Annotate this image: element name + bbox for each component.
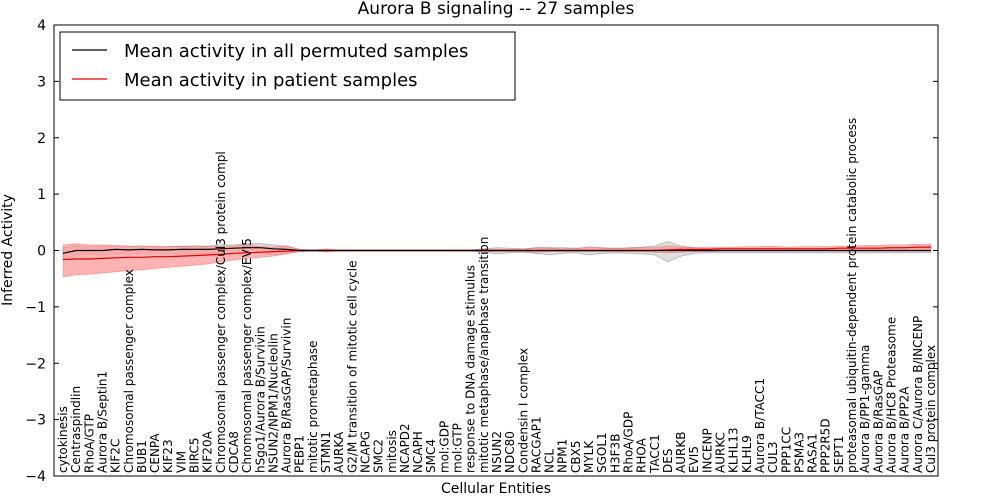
x-tick-label: Aurora B/TACC1: [753, 378, 767, 473]
chart-title: Aurora B signaling -- 27 samples: [358, 0, 635, 19]
x-tick-label: KLHL9: [740, 435, 754, 473]
x-tick-label: KIF2C: [109, 439, 123, 473]
x-tick-label: RACGAP1: [529, 416, 543, 473]
x-tick-label: CUL3: [766, 442, 780, 473]
line-series-0: [62, 247, 931, 254]
x-tick-label: NSUN2/NPM1/Nucleolin: [266, 333, 280, 473]
x-tick-label: TACC1: [648, 434, 662, 474]
x-tick-label: PSMA3: [792, 432, 806, 473]
x-tick-label: Aurora B/RasGAP/Survivin: [280, 318, 294, 473]
x-tick-label: VIM: [174, 451, 188, 473]
x-tick-label: AURKB: [674, 432, 688, 473]
y-axis-label: Inferred Activity: [0, 194, 16, 306]
x-tick-label: INCENP: [700, 428, 714, 473]
x-tick-label: NCAPD2: [398, 423, 412, 473]
x-tick-label: BUB1: [135, 440, 149, 473]
y-tick-label: −1: [25, 300, 46, 316]
x-tick-label: Cul3 protein complex: [924, 345, 938, 473]
x-tick-label: G2/M transition of mitotic cell cycle: [345, 260, 359, 473]
x-tick-label: PEBP1: [293, 435, 307, 473]
x-tick-label: Chromosomal passenger complex/EVI5: [240, 238, 254, 473]
x-tick-label: SMC2: [372, 439, 386, 473]
x-tick-label: PPP1CC: [779, 427, 793, 473]
legend-box: [59, 31, 516, 101]
x-tick-label: Condensin I complex: [516, 348, 530, 473]
y-tick-label: 0: [37, 244, 46, 260]
x-tick-label: Aurora C/Aurora B/INCENP: [911, 316, 925, 473]
x-tick-label: Aurora B/HC8 Proteasome: [885, 317, 899, 473]
x-tick-label: Aurora B/PP2A: [898, 386, 912, 473]
y-axis: −4 −3 −2 −1 0 1 2 3 4: [25, 18, 938, 485]
plot-frame: [53, 24, 939, 477]
x-tick-label: KLHL13: [727, 427, 741, 473]
legend-label-patient: Mean activity in patient samples: [124, 70, 418, 91]
x-tick-label: DES: [661, 449, 675, 473]
x-tick-label: KIF23: [161, 439, 175, 473]
y-tick-label: −4: [25, 469, 46, 485]
x-tick-label: SMC4: [424, 439, 438, 473]
x-tick-label: RhoA/GDP: [622, 412, 636, 473]
x-tick-label: mitotic metaphase/anaphase transition: [477, 237, 491, 473]
x-tick-label: hSgo1/Aurora B/Survivin: [253, 326, 267, 473]
x-axis-label: Cellular Entities: [441, 481, 551, 497]
x-tick-label: CBX5: [569, 441, 583, 473]
x-tick-label: KIF20A: [201, 430, 215, 473]
x-tick-label: BIRC5: [188, 437, 202, 473]
y-tick-label: 4: [37, 18, 46, 34]
x-tick-label: PPP2R5D: [819, 418, 833, 473]
x-tick-label: NCAPH: [411, 431, 425, 473]
y-tick-label: −3: [25, 413, 46, 429]
x-tick-label: Chromosomal passenger complex: [122, 269, 136, 473]
x-tick-label: NCAPG: [358, 431, 372, 473]
x-tick-labels: cytokinesis Centraspindlin RhoA/GTP Aurora …: [56, 118, 938, 474]
x-tick-label: EVI5: [687, 446, 701, 473]
y-tick-label: 3: [37, 74, 46, 90]
series-lines: [62, 246, 931, 261]
legend: Mean activity in all permuted samples Me…: [59, 31, 516, 101]
x-tick-label: STMN1: [319, 431, 333, 473]
x-tick-label: response to DNA damage stimulus: [464, 265, 478, 473]
x-tick-label: Centraspindlin: [69, 386, 83, 473]
x-tick-label: AURKC: [714, 432, 728, 473]
y-tick-label: 1: [37, 187, 46, 203]
x-tick-label: MYLK: [582, 440, 596, 473]
x-tick-label: RASA1: [806, 433, 820, 473]
x-tick-label: RhoA/GTP: [82, 414, 96, 473]
x-tick-label: Aurora B/Septin1: [96, 371, 110, 473]
x-tick-label: mol:GTP: [451, 423, 465, 473]
x-tick-label: SEPT1: [832, 436, 846, 473]
y-tick-label: 2: [37, 131, 46, 147]
x-tick-label: AURKA: [332, 431, 346, 473]
x-tick-label: mol:GDP: [437, 421, 451, 473]
x-tick-label: NDC80: [503, 431, 517, 473]
x-tick-label: NSUN2: [490, 431, 504, 473]
x-tick-label: Chromosomal passenger complex/Cul3 prote…: [214, 151, 228, 473]
x-tick-label: RHOA: [635, 437, 649, 473]
x-tick-label: mitosis: [385, 430, 399, 473]
x-tick-label: NCL: [543, 449, 557, 473]
x-tick-label: CDCA8: [227, 431, 241, 473]
x-tick-label: Aurora B/PP1-gamma: [858, 345, 872, 473]
y-tick-label: −2: [25, 356, 46, 372]
x-tick-label: Aurora B/RasGAP: [871, 370, 885, 473]
legend-label-permuted: Mean activity in all permuted samples: [124, 41, 468, 62]
x-tick-label: mitotic prometaphase: [306, 341, 320, 474]
x-tick-label: cytokinesis: [56, 406, 70, 473]
x-tick-label: SGOL1: [595, 432, 609, 473]
x-tick-label: NPM1: [556, 439, 570, 473]
x-tick-label: proteasomal ubiquitin-dependent protein …: [845, 118, 859, 473]
x-tick-label: H3F3B: [608, 434, 622, 473]
x-tick-label: CENPA: [148, 433, 162, 473]
